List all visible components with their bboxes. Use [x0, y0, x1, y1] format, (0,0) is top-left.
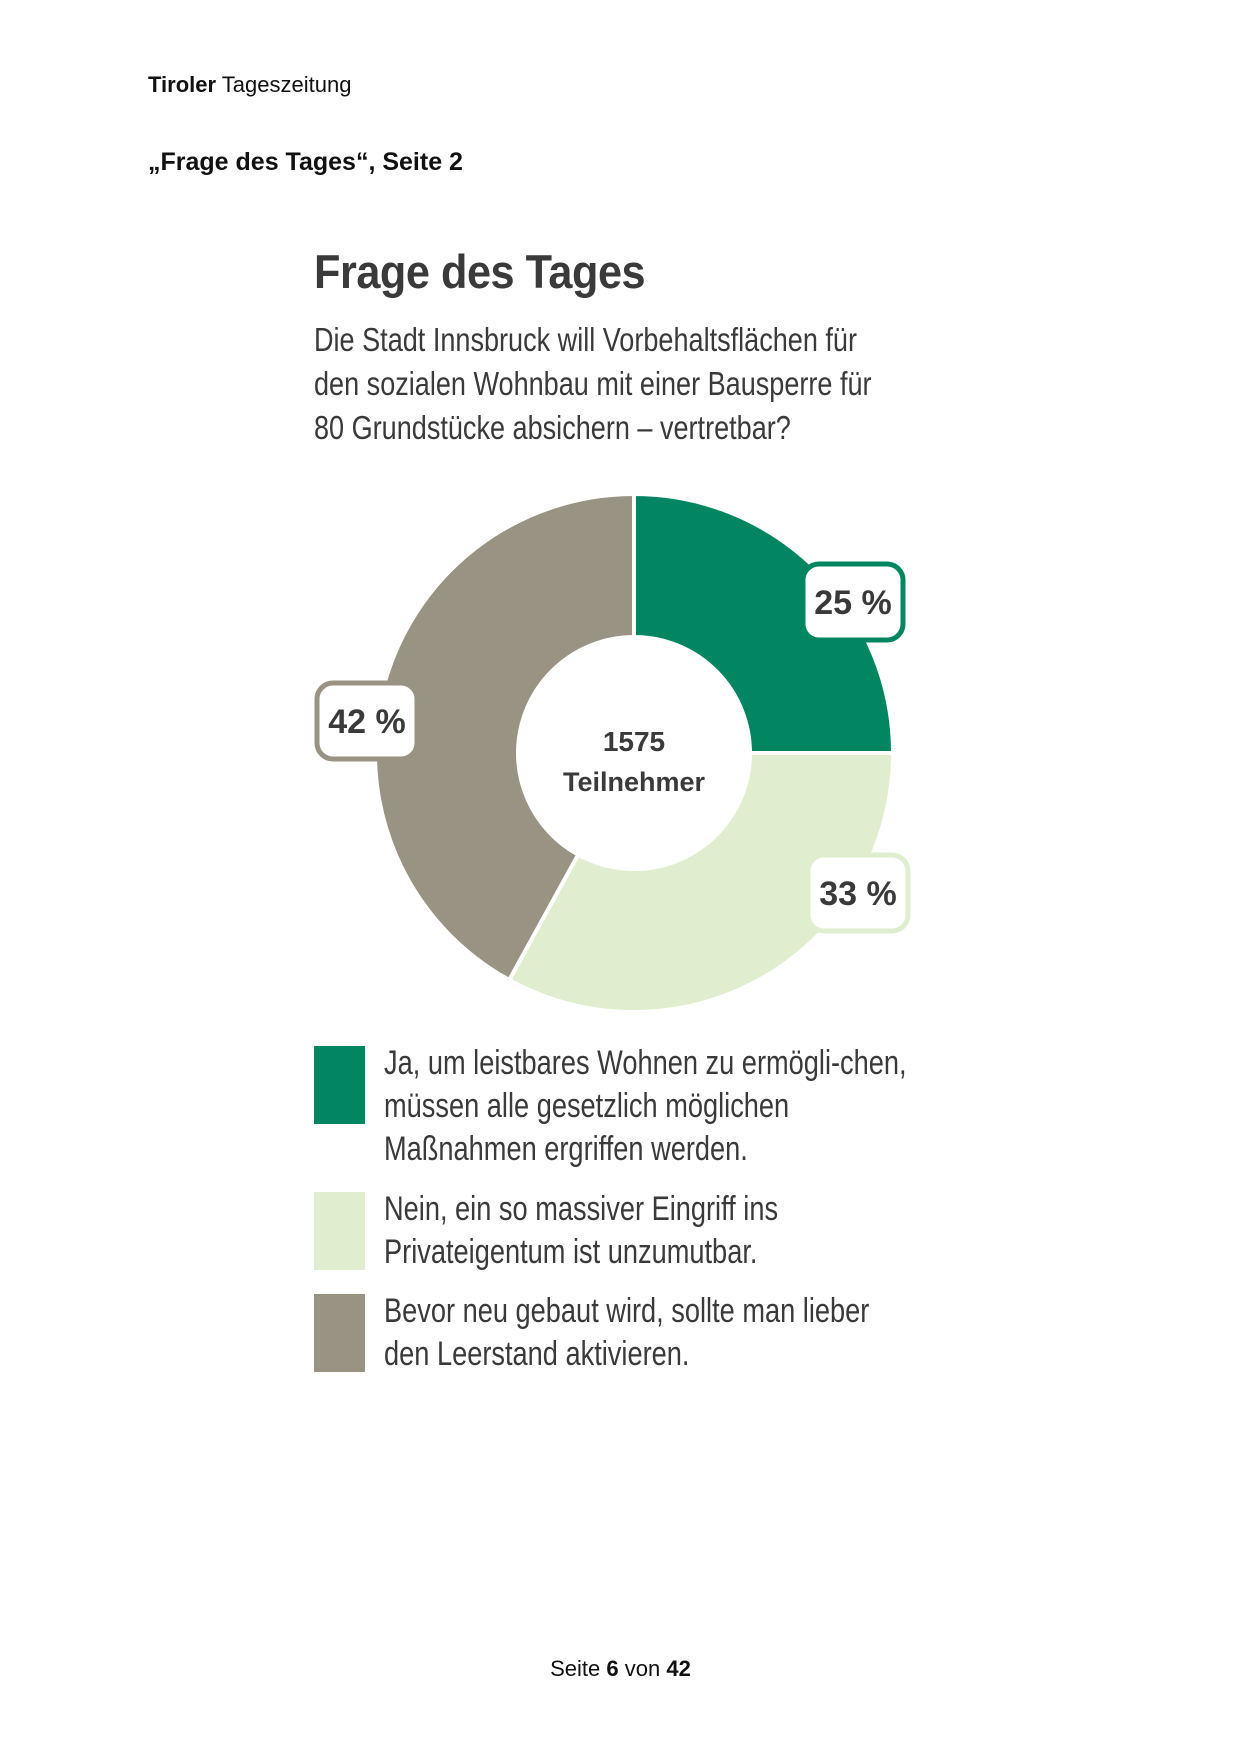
label-vacancy: 42 % [328, 703, 406, 741]
legend-text-vacancy: Bevor neu gebaut wird, sollte man lieber… [384, 1292, 870, 1373]
legend-text-yes: Ja, um leistbares Wohnen zu ermögli-chen… [384, 1044, 907, 1168]
legend-swatch-vacancy [314, 1294, 365, 1372]
label-yes-box: 25 % [800, 561, 906, 643]
publication-name-bold: Tiroler [148, 72, 217, 97]
page-footer: Seite 6 von 42 [0, 1656, 1241, 1682]
label-no: 33 % [819, 875, 897, 913]
legend-text-no: Nein, ein so massiver Eingriff ins Priva… [384, 1190, 779, 1271]
slice-yes [632, 491, 896, 755]
publication-name: Tiroler Tageszeitung [148, 72, 351, 98]
footer-prefix: Seite [550, 1656, 601, 1681]
graphic-title: Frage des Tages [314, 245, 646, 298]
footer-middle: von [624, 1656, 661, 1681]
label-vacancy-frame [314, 680, 420, 762]
legend-swatch-yes [314, 1046, 365, 1124]
label-yes: 25 % [814, 584, 892, 622]
label-yes-frame [800, 561, 906, 643]
center-value: 1575 [603, 726, 665, 757]
footer-page-number: 6 [606, 1656, 619, 1681]
center-label: Teilnehmer [563, 767, 706, 797]
label-no-box: 33 % [805, 852, 911, 934]
publication-name-rest: Tageszeitung [221, 72, 352, 97]
label-no-frame [805, 852, 911, 934]
label-vacancy-box: 42 % [314, 680, 420, 762]
poll-question: Die Stadt Innsbruck will Vorbehaltsfläch… [314, 321, 872, 446]
footer-page-total: 42 [666, 1656, 691, 1681]
legend-swatch-no [314, 1192, 365, 1270]
slice-vacancy [373, 491, 636, 983]
article-reference: „Frage des Tages“, Seite 2 [148, 148, 463, 176]
